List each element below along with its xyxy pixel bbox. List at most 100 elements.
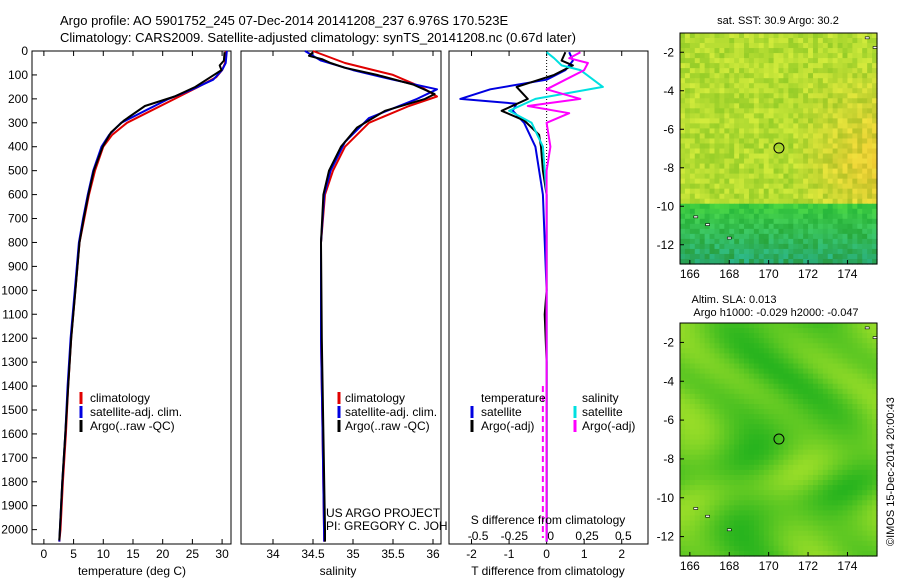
map-cell (758, 233, 765, 240)
map-cell (788, 323, 794, 329)
map-cell (847, 158, 853, 165)
map-cell (852, 414, 858, 420)
map-cell (842, 53, 849, 59)
map-cell (778, 153, 785, 160)
map-cell (872, 58, 878, 64)
map-cell (680, 434, 686, 441)
map-cell (798, 550, 804, 557)
map-cell (714, 138, 720, 145)
sst-map-panel: sat. SST: 30.9 Argo: 30.2 166 168 170 172 17… (657, 15, 878, 281)
map-cell (788, 128, 794, 135)
map-cell (778, 495, 785, 501)
map-cell (680, 173, 686, 180)
series-line-argo-raw-qc- (58, 52, 226, 541)
map-cell (763, 163, 770, 170)
map-cell (817, 323, 824, 329)
map-cell (842, 38, 849, 44)
map-cell (753, 490, 760, 496)
map-cell (684, 449, 691, 456)
map-cell (783, 208, 789, 215)
map-cell (744, 253, 750, 260)
map-cell (812, 103, 819, 109)
map-cell (817, 43, 824, 49)
map-cell (768, 258, 775, 265)
map-cell (872, 540, 878, 547)
map-cell (817, 123, 824, 130)
map-cell (699, 353, 706, 360)
map-cell (822, 338, 829, 344)
map-cell (763, 143, 770, 150)
map-cell (758, 348, 765, 354)
map-cell (872, 338, 878, 344)
map-cell (739, 68, 745, 74)
map-cell (867, 168, 873, 175)
map-cell (744, 173, 750, 180)
map-cell (798, 328, 804, 334)
map-cell (788, 168, 794, 175)
map-cell (832, 178, 839, 185)
map-cell (724, 153, 730, 160)
map-cell (803, 103, 809, 109)
map-cell (714, 550, 720, 557)
map-cell (704, 474, 711, 481)
map-cell (852, 203, 858, 210)
map-cell (778, 68, 785, 74)
map-cell (827, 168, 834, 175)
map-cell (694, 248, 701, 255)
map-cell (773, 193, 780, 200)
map-cell (862, 495, 868, 501)
map-cell (724, 500, 730, 506)
map-cell (812, 188, 819, 195)
map-cell (753, 464, 760, 471)
map-cell (778, 53, 785, 59)
map-cell (798, 490, 804, 496)
map-cell (788, 328, 794, 334)
map-cell (704, 63, 711, 69)
map-cell (689, 373, 696, 380)
map-cell (704, 78, 711, 84)
map-cell (798, 223, 804, 230)
map-cell (680, 545, 686, 552)
map-cell (783, 43, 789, 49)
map-cell (704, 213, 711, 220)
map-cell (793, 78, 799, 84)
map-cell (729, 153, 735, 160)
map-cell (758, 480, 765, 486)
map-cell (773, 333, 780, 339)
map-cell (862, 515, 868, 522)
map-cell (798, 178, 804, 185)
map-cell (867, 363, 873, 370)
map-cell (812, 213, 819, 220)
map-cell (719, 434, 725, 441)
map-cell (758, 363, 765, 370)
map-cell (753, 424, 760, 430)
map-cell (753, 404, 760, 410)
map-cell (768, 515, 775, 522)
map-cell (862, 500, 868, 506)
map-cell (753, 348, 760, 354)
map-cell (837, 233, 844, 240)
map-cell (822, 480, 829, 486)
map-cell (847, 198, 853, 205)
map-cell (862, 228, 868, 235)
map-cell (753, 409, 760, 415)
map-cell (724, 490, 730, 496)
map-cell (822, 43, 829, 49)
map-cell (842, 168, 849, 175)
legend-climatology: climatology (345, 391, 405, 405)
map-cell (872, 368, 878, 375)
map-cell (852, 454, 858, 461)
map-cell (847, 213, 853, 220)
map-cell (744, 258, 750, 265)
map-cell (714, 63, 720, 69)
map-cell (857, 464, 863, 471)
map-cell (872, 63, 878, 69)
map-cell (842, 469, 849, 476)
map-cell (798, 253, 804, 260)
map-cell (778, 363, 785, 370)
map-cell (719, 505, 725, 512)
map-cell (714, 520, 720, 527)
map-cell (803, 515, 809, 522)
map-cell (783, 98, 789, 104)
map-cell (773, 183, 780, 190)
